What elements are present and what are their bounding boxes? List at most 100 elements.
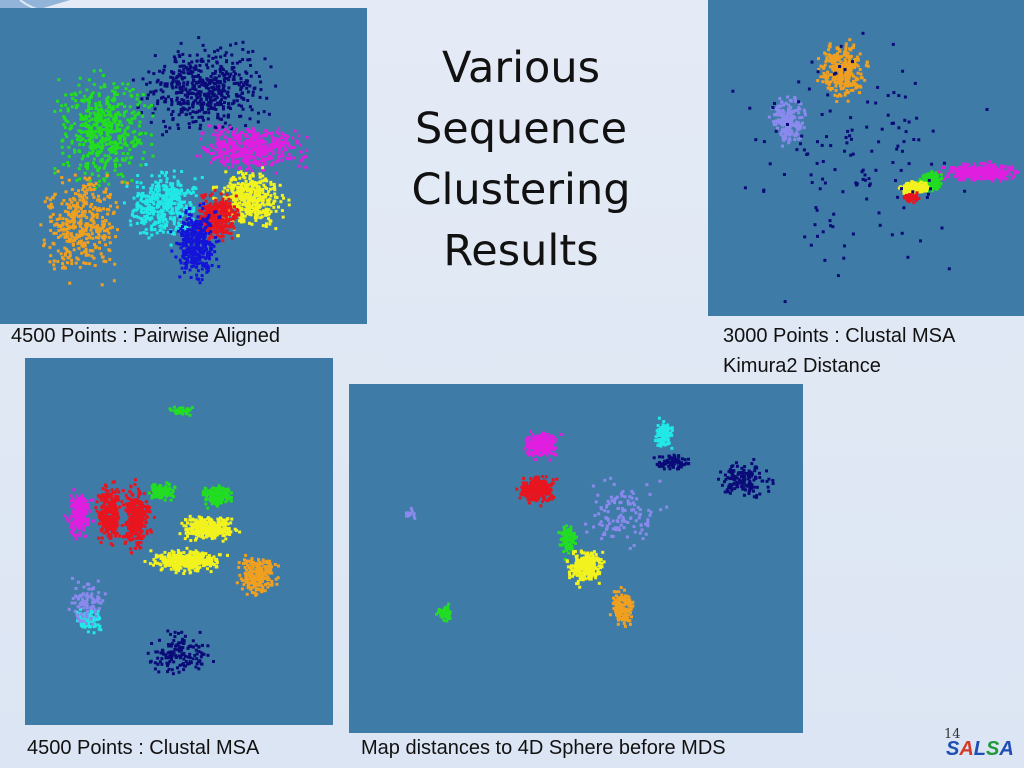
scatter-point: [204, 199, 208, 203]
scatter-point: [39, 223, 43, 227]
scatter-point: [204, 148, 207, 152]
scatter-point: [856, 71, 860, 75]
scatter-point: [211, 208, 215, 212]
scatter-point: [256, 193, 260, 197]
scatter-point: [79, 130, 83, 134]
cluster-cyan: [122, 163, 204, 247]
scatter-point: [231, 133, 235, 137]
scatter-point: [900, 231, 904, 235]
scatter-point: [762, 188, 766, 192]
scatter-point: [117, 134, 121, 138]
scatter-point: [195, 265, 199, 269]
scatter-point: [240, 193, 244, 197]
scatter-point: [164, 218, 168, 221]
scatter-point: [205, 86, 209, 90]
scatter-point: [203, 265, 207, 269]
scatter-point: [991, 173, 995, 176]
scatter-point: [215, 229, 219, 233]
scatter-point: [212, 92, 216, 96]
scatter-point: [160, 194, 164, 198]
scatter-point: [831, 78, 835, 82]
scatter-point: [179, 110, 183, 114]
scatter-point: [207, 87, 211, 91]
scatter-point: [877, 211, 881, 215]
scatter-point: [773, 113, 777, 116]
scatter-point: [271, 140, 275, 144]
scatter-point: [281, 154, 285, 158]
scatter-point: [843, 244, 846, 248]
scatter-point: [890, 233, 894, 237]
scatter-point: [60, 228, 64, 232]
scatter-point: [125, 144, 129, 147]
scatter-point: [828, 109, 832, 113]
scatter-point: [59, 108, 63, 112]
scatter-point: [111, 543, 115, 547]
scatter-point: [224, 144, 227, 148]
scatter-point: [108, 249, 112, 253]
scatter-point: [1009, 172, 1012, 176]
scatter-point: [73, 150, 77, 154]
scatter-point: [839, 71, 842, 75]
scatter-point: [193, 84, 197, 88]
scatter-point: [241, 215, 245, 219]
scatter-point: [124, 141, 127, 145]
scatter-point: [921, 179, 925, 183]
scatter-point: [202, 101, 206, 105]
scatter-point: [203, 194, 207, 198]
scatter-point: [828, 73, 832, 77]
scatter-point: [180, 64, 184, 68]
scatter-point: [163, 188, 167, 192]
scatter-point: [768, 162, 772, 166]
scatter-point: [106, 530, 109, 534]
scatter-point: [102, 237, 106, 241]
scatter-point: [148, 200, 152, 203]
scatter-point: [113, 159, 117, 163]
scatter-point: [84, 253, 88, 257]
scatter-point: [799, 123, 803, 127]
scatter-point: [101, 74, 105, 78]
scatter-point: [53, 167, 57, 171]
scatter-point: [87, 104, 91, 108]
scatter-point: [931, 175, 935, 179]
scatter-point: [100, 141, 104, 145]
scatter-point: [235, 147, 239, 151]
scatter-point: [77, 83, 81, 87]
scatter-point: [153, 209, 157, 213]
scatter-point: [260, 164, 264, 168]
scatter-point: [277, 127, 280, 131]
scatter-point: [171, 86, 175, 90]
scatter-point: [155, 80, 159, 84]
scatter-point: [90, 93, 94, 97]
scatter-point: [269, 210, 273, 214]
scatter-point: [807, 87, 811, 91]
scatter-point: [925, 195, 929, 199]
scatter-point: [848, 47, 851, 51]
scatter-point: [793, 109, 797, 113]
scatter-point: [876, 85, 880, 89]
scatter-point: [110, 106, 114, 110]
scatter-point: [80, 227, 84, 231]
scatter-point: [843, 91, 847, 95]
scatter-point: [199, 98, 203, 101]
scatter-point: [245, 83, 249, 86]
scatter-point: [940, 226, 944, 230]
scatter-point: [53, 110, 57, 113]
scatter-point: [224, 51, 228, 55]
scatter-point: [136, 174, 140, 177]
scatter-point: [79, 220, 83, 224]
scatter-point: [80, 157, 84, 161]
scatter-point: [81, 199, 85, 203]
scatter-point: [843, 72, 847, 76]
scatter-point: [194, 238, 198, 242]
scatter-point: [242, 220, 246, 224]
scatter-point: [81, 188, 85, 192]
scatter-point: [263, 134, 267, 138]
scatter-point: [848, 63, 852, 67]
scatter-point: [949, 166, 953, 170]
scatter-point: [78, 225, 82, 228]
scatter-point: [141, 93, 145, 96]
scatter-point: [105, 175, 109, 179]
scatter-point: [829, 88, 833, 92]
scatter-point: [102, 166, 106, 170]
scatter-point: [201, 233, 205, 237]
